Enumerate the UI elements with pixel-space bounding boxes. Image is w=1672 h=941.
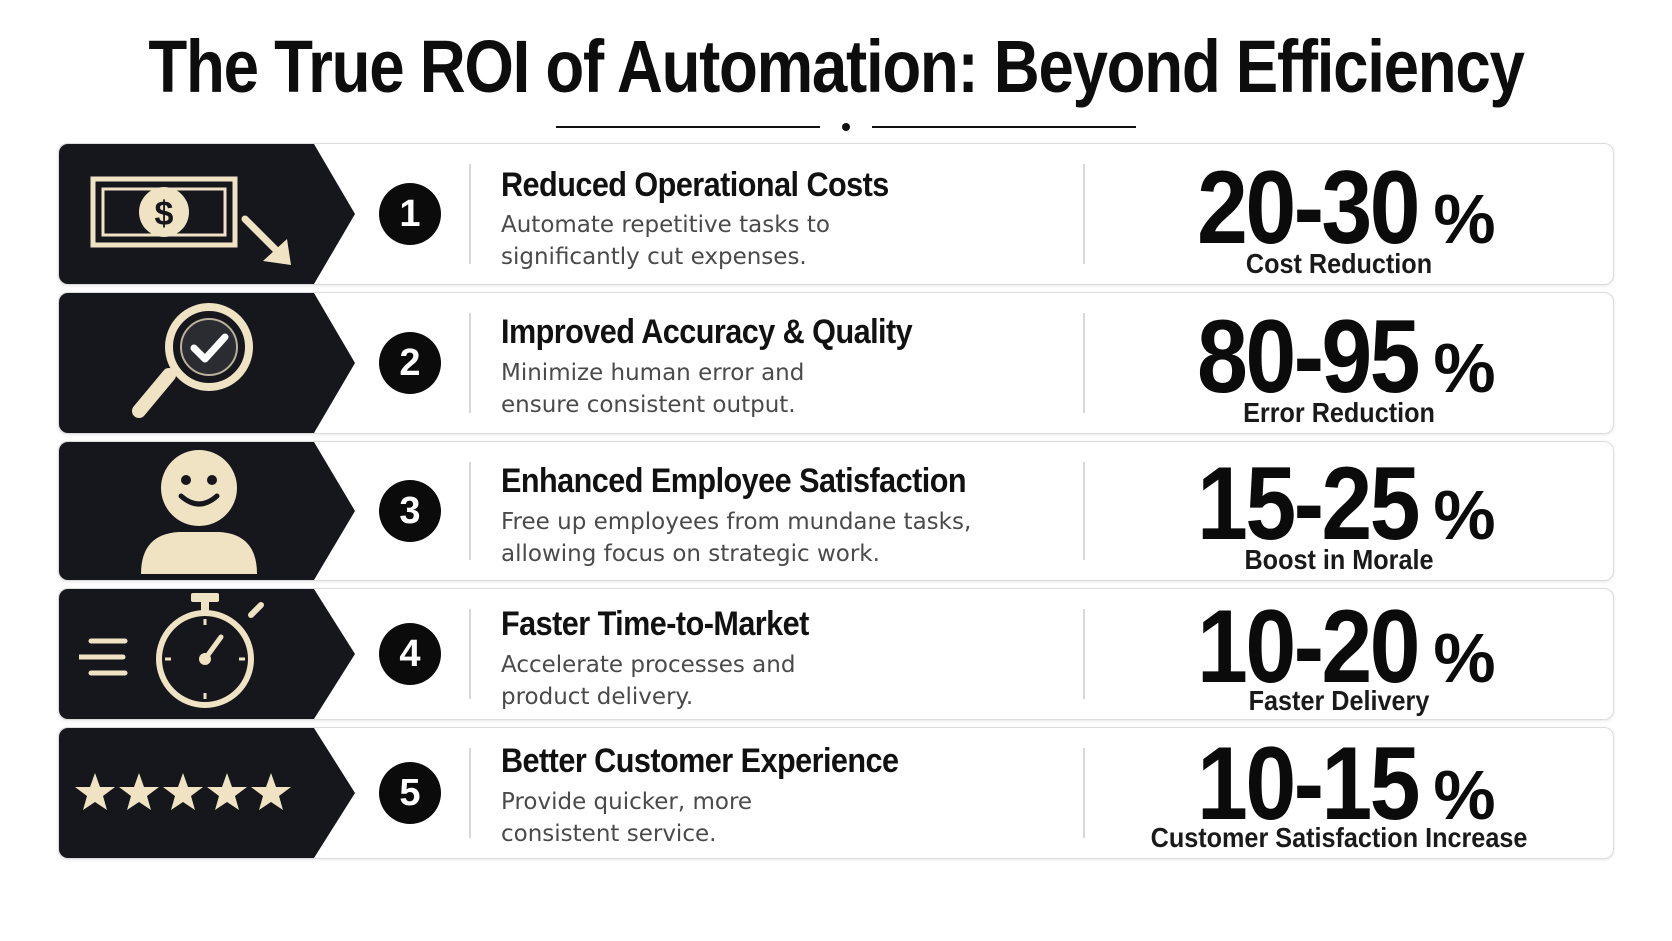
number-badge: 5	[379, 762, 441, 824]
icon-panel: $	[59, 144, 355, 284]
stat-label: Cost Reduction	[1245, 248, 1433, 279]
benefit-description-line: significantly cut expenses.	[501, 244, 807, 270]
benefit-description-line: Minimize human error and	[501, 360, 805, 386]
benefit-heading: Better Customer Experience	[501, 742, 899, 780]
roi-row-time-to-market: 4 Faster Time-to-Market Accelerate proce…	[58, 588, 1614, 720]
smiling-person-icon	[141, 450, 257, 574]
stat-value: 10-15%	[1197, 727, 1496, 842]
benefit-heading: Enhanced Employee Satisfaction	[501, 462, 967, 500]
roi-row-satisfaction: 3 Enhanced Employee Satisfaction Free up…	[58, 441, 1614, 581]
benefit-description-line: Automate repetitive tasks to	[501, 212, 830, 238]
benefit-heading: Improved Accuracy & Quality	[501, 313, 913, 351]
stat-value: 20-30%	[1197, 150, 1496, 266]
svg-text:$: $	[155, 195, 174, 233]
stat-label: Error Reduction	[1243, 397, 1435, 428]
stat-value: 10-20%	[1197, 589, 1496, 705]
number-badge: 2	[379, 332, 441, 394]
benefit-description-line: consistent service.	[501, 821, 717, 847]
roi-row-customer-experience: 5 Better Customer Experience Provide qui…	[58, 727, 1614, 859]
stat-value: 80-95%	[1197, 299, 1496, 415]
five-stars-icon	[75, 773, 291, 810]
page-title: The True ROI of Automation: Beyond Effic…	[148, 25, 1524, 108]
stat-label: Boost in Morale	[1244, 544, 1434, 575]
benefit-description-line: ensure consistent output.	[501, 392, 796, 418]
number-badge: 4	[379, 623, 441, 685]
stat-label: Faster Delivery	[1248, 685, 1430, 716]
icon-panel	[59, 728, 355, 858]
benefit-description-line: Free up employees from mundane tasks,	[501, 509, 972, 535]
benefit-description-line: Accelerate processes and	[501, 652, 796, 678]
number-badge: 3	[379, 480, 441, 542]
title-divider	[556, 123, 1136, 131]
icon-panel	[59, 442, 355, 580]
money-down-icon: $	[90, 176, 291, 265]
benefit-description-line: Provide quicker, more	[501, 789, 753, 815]
stat-label: Customer Satisfaction Increase	[1150, 822, 1528, 853]
benefit-description-line: product delivery.	[501, 684, 694, 710]
magnifier-check-icon	[132, 303, 253, 418]
stat-value: 15-25%	[1197, 446, 1496, 562]
icon-panel	[59, 589, 355, 719]
roi-row-costs: $ 1 Reduced Operational Costs Automate r…	[58, 143, 1614, 285]
number-badge: 1	[379, 183, 441, 245]
benefit-heading: Reduced Operational Costs	[501, 166, 889, 204]
benefit-heading: Faster Time-to-Market	[501, 605, 809, 643]
roi-row-accuracy: 2 Improved Accuracy & Quality Minimize h…	[58, 292, 1614, 434]
benefit-description-line: allowing focus on strategic work.	[501, 541, 880, 567]
icon-panel	[59, 293, 355, 433]
stopwatch-icon	[79, 593, 264, 708]
